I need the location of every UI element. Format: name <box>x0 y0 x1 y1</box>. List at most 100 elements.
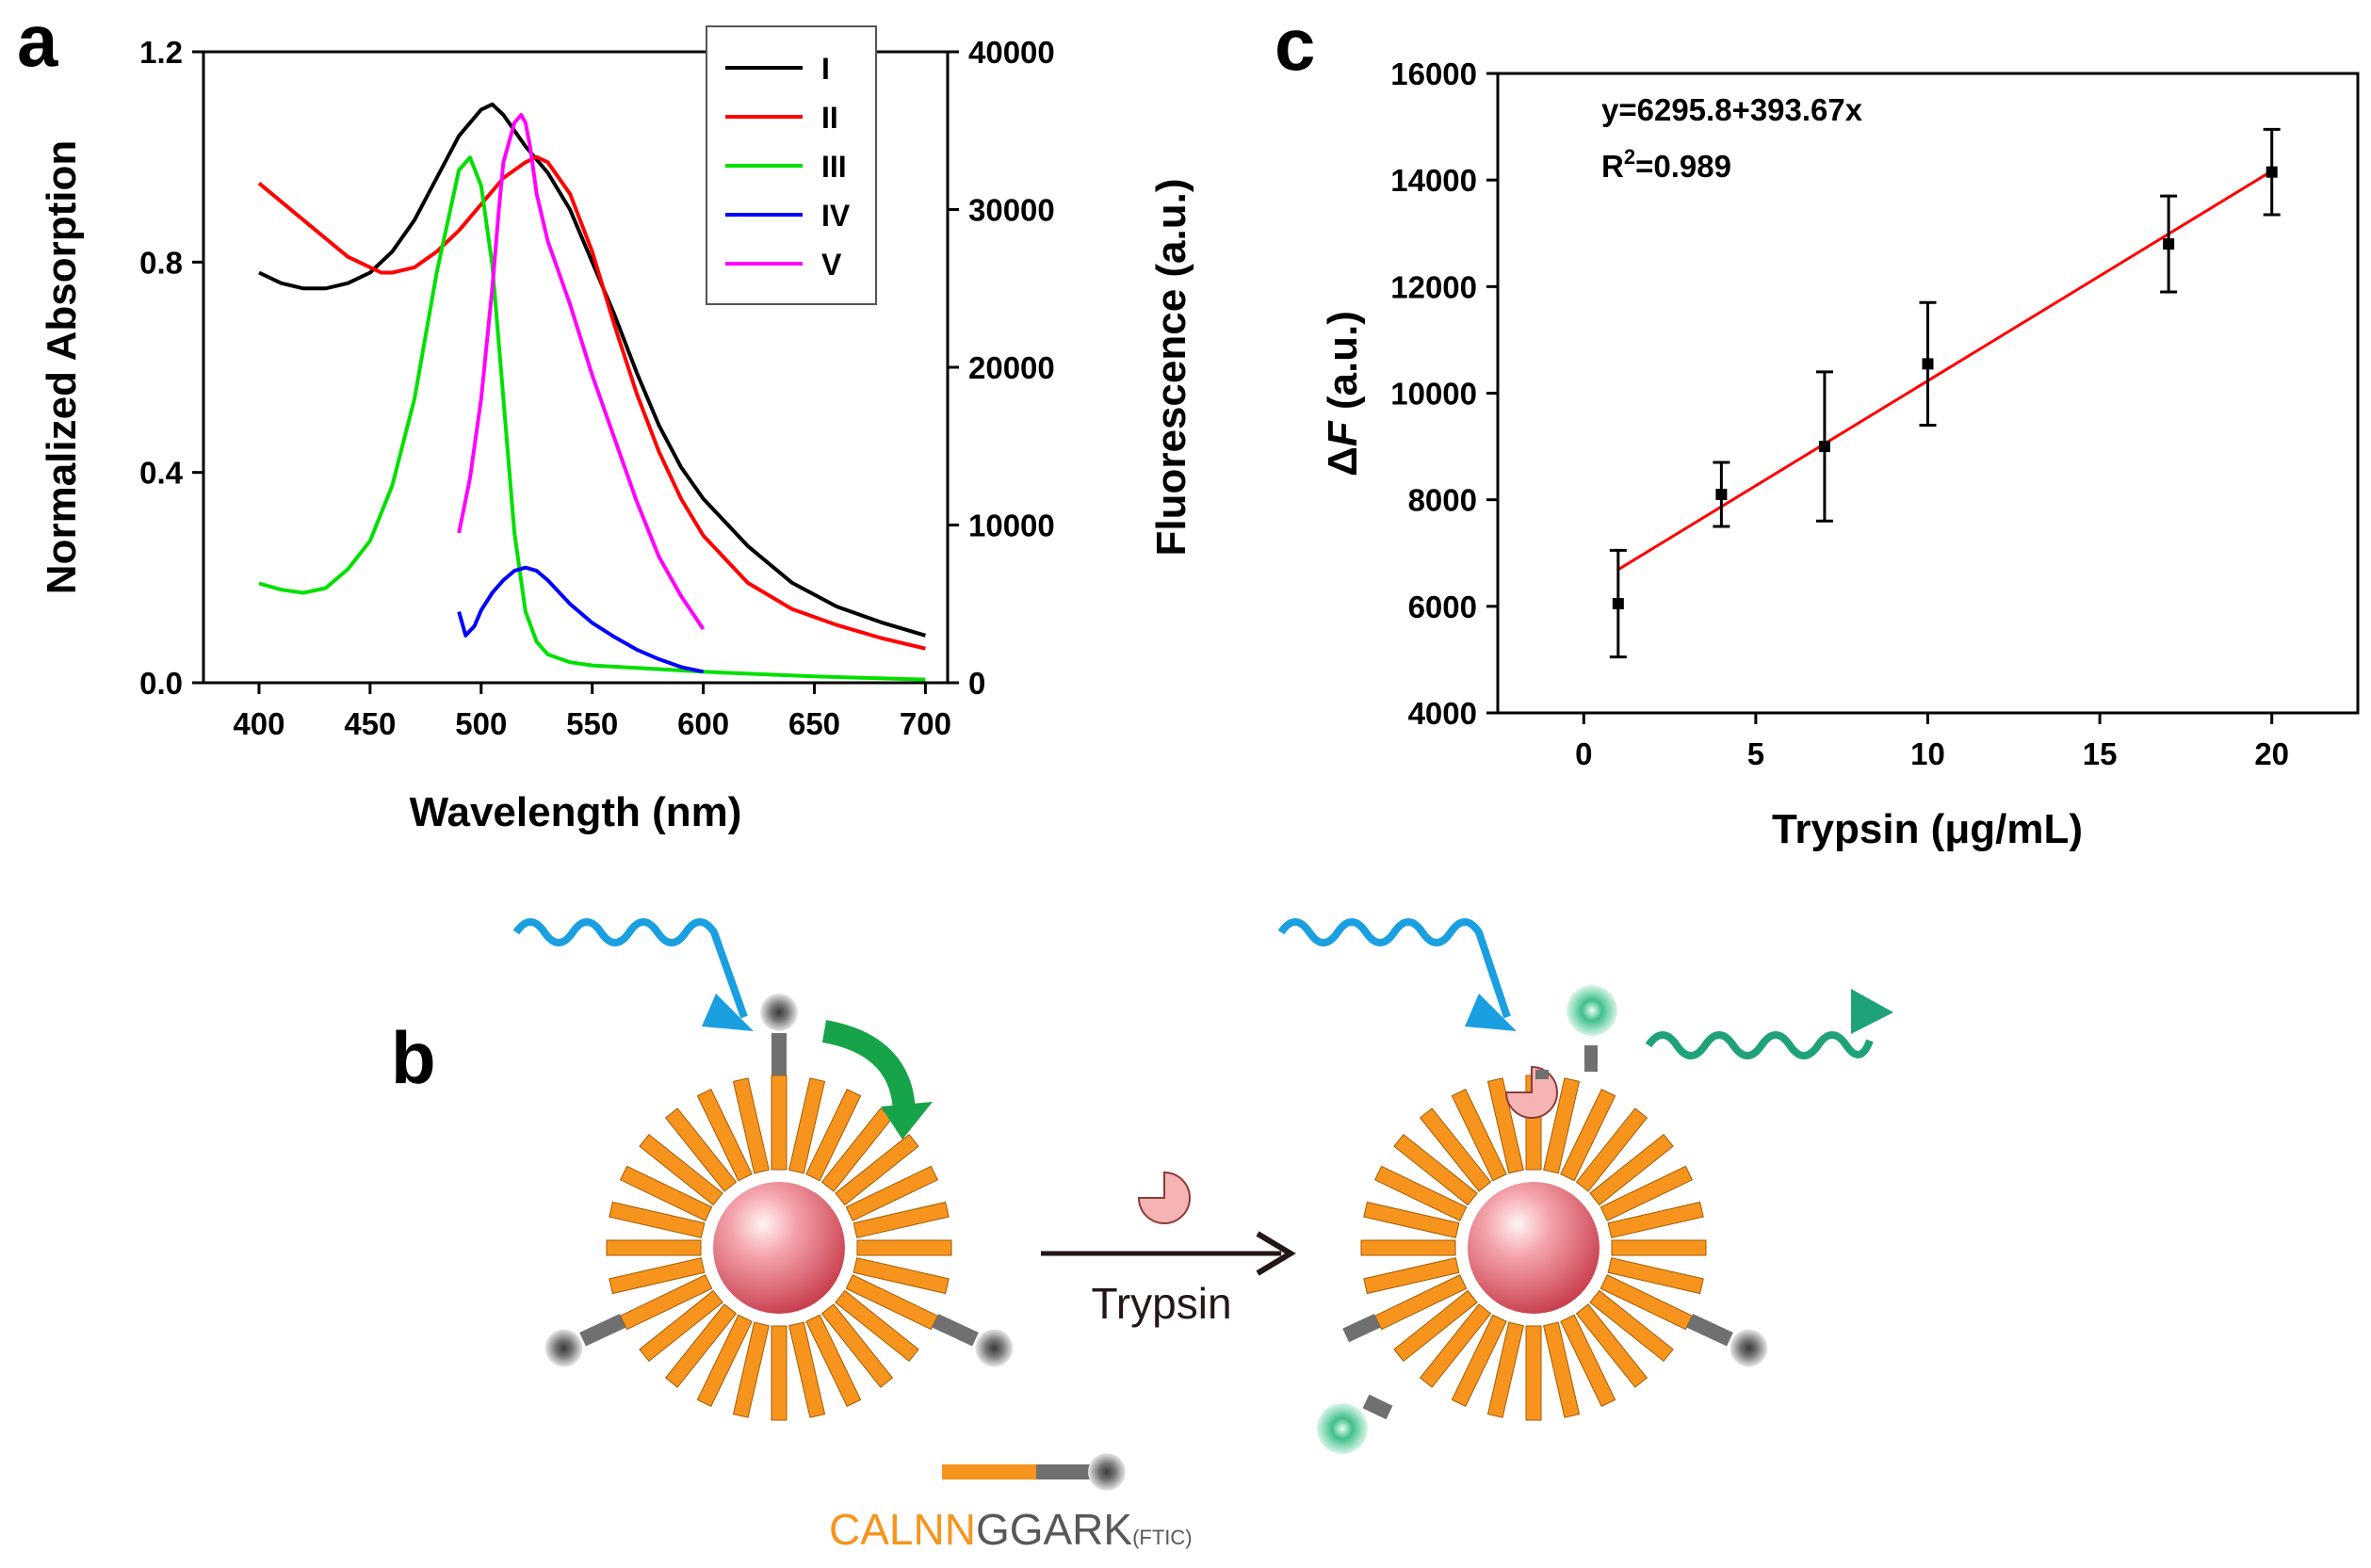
y-title-var: F <box>1320 420 1366 446</box>
ligand-rod <box>696 1314 753 1408</box>
legend-label-IV: IV <box>821 199 851 233</box>
quencher-dye <box>760 994 798 1031</box>
ligand-rod <box>1486 1077 1524 1174</box>
gold-core <box>1468 1182 1600 1314</box>
panel-c-y-axis-title: ΔF (a.u.) <box>1320 311 1366 477</box>
series-line-I <box>258 102 926 638</box>
ligand-rod <box>639 1133 723 1206</box>
x-tick-label-a: 500 <box>455 706 507 741</box>
ligand-rod <box>664 1107 738 1192</box>
excitation-arrowhead-left <box>702 994 754 1031</box>
bound-trypsin-enzyme <box>1504 1065 1558 1119</box>
ligand-rod <box>1360 1239 1456 1256</box>
peptide-linker <box>579 1314 626 1347</box>
cleaved-linker-bottom <box>1362 1394 1393 1420</box>
ligand-rod <box>1589 1289 1674 1363</box>
excitation-arrowhead-right <box>1465 994 1517 1031</box>
panel-a-ticks: 400 450 500 550 600 650 700 0.0 0.4 0.8 1.2 0 10000 2… <box>139 35 1055 741</box>
ligand-rod <box>1525 1325 1542 1421</box>
x-tick-label-c: 15 <box>2083 736 2118 771</box>
peptide-linker <box>1342 1314 1381 1343</box>
quencher-dye <box>544 1329 583 1367</box>
y-tick-label-c: 8000 <box>1408 483 1477 518</box>
ligand-rod <box>732 1077 770 1174</box>
ligand-rod <box>1373 1274 1468 1331</box>
panel-c-x-axis-title: Trypsin (μg/mL) <box>1772 806 2083 852</box>
ligand-rod <box>606 1239 702 1256</box>
ligand-rod <box>1543 1077 1581 1174</box>
r2-prefix: R <box>1601 149 1624 184</box>
x-tick-label-a: 650 <box>788 706 840 741</box>
ligand-rod <box>771 1075 788 1171</box>
x-tick-label-a: 600 <box>677 706 729 741</box>
ligand-rod <box>1607 1257 1704 1295</box>
y-title-unit: (a.u.) <box>1320 311 1366 421</box>
y-tick-label-a: 0.4 <box>139 456 184 491</box>
series-line-V <box>457 113 706 631</box>
ligand-rod <box>619 1165 713 1221</box>
panel-b-scheme: Trypsin CALNNGGARK(FTIC) <box>512 918 1893 1554</box>
ligand-rod <box>1589 1133 1674 1206</box>
x-tick-label-c: 10 <box>1910 736 1945 771</box>
ligand-rod <box>1363 1201 1460 1238</box>
y2-tick-label-a: 0 <box>968 666 985 701</box>
y-tick-label-c: 6000 <box>1408 590 1477 624</box>
ligand-rod <box>805 1088 862 1182</box>
y2-tick-label-a: 20000 <box>968 350 1055 385</box>
ligand-rod <box>1600 1165 1694 1221</box>
panel-a-absorption-fluorescence-chart: 400 450 500 550 600 650 700 0.0 0.4 0.8 1.2 0 10000 2… <box>39 25 1194 835</box>
data-point <box>1715 489 1728 501</box>
y2-tick-label-a: 40000 <box>968 35 1055 70</box>
ligand-rod <box>1600 1274 1694 1331</box>
ligand-rod <box>1373 1165 1468 1221</box>
ligand-rod <box>845 1274 939 1331</box>
energy-transfer-arrow <box>821 1020 916 1117</box>
series-line-IV <box>457 565 705 674</box>
cleaved-linker-top <box>1584 1045 1598 1072</box>
ligand-rod <box>639 1289 723 1363</box>
panel-c-calibration-chart: 0 5 10 15 20 4000 6000 8000 10000 12000 14000 16000… <box>1320 57 2360 852</box>
ligand-rod <box>664 1303 738 1388</box>
panel-c-r-squared: R2=0.989 <box>1601 145 1731 184</box>
ligand-rod <box>856 1239 952 1256</box>
y-tick-label-c: 14000 <box>1390 163 1477 198</box>
data-point <box>2163 238 2175 251</box>
peptide-seq-ggark: GGARK <box>976 1505 1132 1554</box>
reaction-label: Trypsin <box>1091 1279 1231 1328</box>
y2-tick-label-a: 30000 <box>968 193 1055 228</box>
peptide-sequence: CALNNGGARK(FTIC) <box>829 1505 1193 1554</box>
ligand-rod <box>845 1165 939 1221</box>
gold-nanoparticle-right <box>1317 985 1768 1454</box>
peptide-linker <box>1036 1464 1095 1479</box>
quencher-dye <box>1730 1329 1768 1367</box>
r2-suffix: =0.989 <box>1635 149 1731 184</box>
panel-c-ticks: 0 5 10 15 20 4000 6000 8000 10000 12000 14000 16000 <box>1390 57 2289 771</box>
ligand-rod <box>820 1303 894 1388</box>
y2-tick-label-a: 10000 <box>968 509 1055 543</box>
data-point <box>1612 598 1624 610</box>
ligand-rod <box>1419 1107 1492 1192</box>
y-tick-label-c: 4000 <box>1408 696 1477 731</box>
x-tick-label-c: 20 <box>2254 736 2289 771</box>
series-line-II <box>257 154 926 651</box>
ligand-rod <box>1393 1133 1478 1206</box>
y-tick-label-a: 1.2 <box>139 35 183 70</box>
cleaved-stub <box>1535 1070 1549 1079</box>
data-point <box>1922 358 1934 370</box>
peptide-linker <box>932 1314 979 1347</box>
quencher-dye <box>975 1329 1014 1367</box>
y-title-delta: Δ <box>1320 446 1366 477</box>
ligand-rod <box>609 1201 706 1238</box>
ligand-rod <box>696 1088 753 1182</box>
ligand-rod <box>1575 1303 1648 1388</box>
ligand-rod <box>835 1289 919 1363</box>
panel-c-plot <box>1609 127 2281 659</box>
panel-label-c: c <box>1275 3 1315 86</box>
excitation-wave-right <box>1277 918 1511 1019</box>
released-fluorophore-bottom <box>1317 1403 1368 1454</box>
y-tick-label-c: 16000 <box>1390 57 1477 91</box>
ligand-rod <box>788 1077 826 1174</box>
released-fluorophore-top <box>1567 985 1617 1036</box>
